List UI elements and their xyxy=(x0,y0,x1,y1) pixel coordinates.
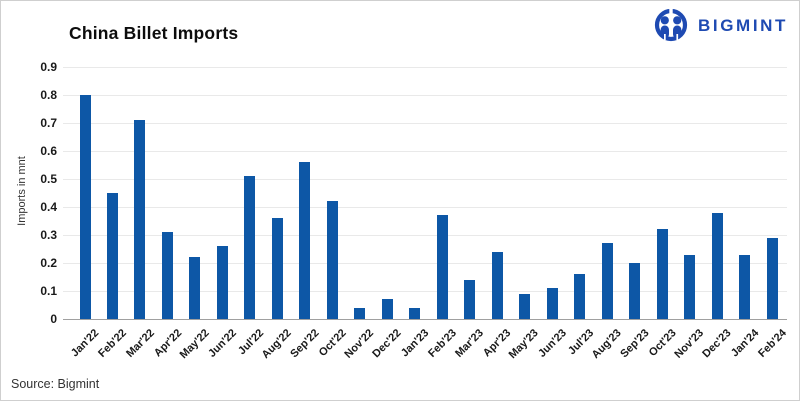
gridline-0.9 xyxy=(63,67,787,68)
y-tick-0.7: 0.7 xyxy=(40,116,57,130)
gridline-0.8 xyxy=(63,95,787,96)
bar-jul-22 xyxy=(244,176,256,319)
bar-jun-23 xyxy=(546,288,558,319)
gridline-0.6 xyxy=(63,151,787,152)
gridline-0.4 xyxy=(63,207,787,208)
x-tick-jan-23: Jan'23 xyxy=(398,327,432,360)
x-tick-dec-22: Dec'22 xyxy=(370,327,404,361)
gridline-0.7 xyxy=(63,123,787,124)
bar-nov-23 xyxy=(684,255,696,319)
y-tick-0.8: 0.8 xyxy=(40,88,57,102)
bar-sep-22 xyxy=(299,162,311,319)
chart-title: China Billet Imports xyxy=(69,23,239,43)
bar-jan-24 xyxy=(739,255,751,319)
gridline-0.3 xyxy=(63,235,787,236)
x-tick-aug-23: Aug'23 xyxy=(589,327,624,362)
bar-feb-22 xyxy=(106,193,118,319)
x-axis-line xyxy=(63,319,787,320)
gridline-0.5 xyxy=(63,179,787,180)
x-tick-nov-22: Nov'22 xyxy=(342,327,377,361)
bar-feb-23 xyxy=(436,215,448,319)
x-tick-sep-22: Sep'22 xyxy=(288,327,322,361)
bar-jan-22 xyxy=(79,95,91,319)
x-tick-feb-24: Feb'24 xyxy=(755,327,789,360)
bar-oct-23 xyxy=(656,229,668,319)
bigmint-logo: BIGMINT xyxy=(653,8,788,44)
x-tick-sep-23: Sep'23 xyxy=(617,327,652,361)
x-tick-jun-23: Jun'23 xyxy=(535,327,569,360)
y-tick-0.6: 0.6 xyxy=(40,144,57,158)
bar-dec-22 xyxy=(381,299,393,319)
x-tick-may-23: May'23 xyxy=(507,327,542,362)
y-tick-0: 0 xyxy=(50,312,57,326)
x-tick-aug-22: Aug'22 xyxy=(259,327,294,362)
bar-nov-22 xyxy=(354,308,366,319)
x-tick-mar-22: Mar'22 xyxy=(123,327,157,360)
bar-jan-23 xyxy=(409,308,421,319)
bar-jun-22 xyxy=(216,246,228,319)
bar-jul-23 xyxy=(574,274,586,319)
x-tick-nov-23: Nov'23 xyxy=(672,327,707,361)
x-tick-dec-23: Dec'23 xyxy=(700,327,734,361)
bar-mar-22 xyxy=(134,120,146,319)
bar-oct-22 xyxy=(326,201,338,319)
bigmint-people-icon xyxy=(654,8,688,42)
bar-dec-23 xyxy=(711,213,723,319)
bar-sep-23 xyxy=(629,263,641,319)
x-tick-jan-24: Jan'24 xyxy=(728,327,762,360)
bar-aug-22 xyxy=(271,218,283,319)
source-note: Source: Bigmint xyxy=(11,377,100,391)
gridline-0.2 xyxy=(63,263,787,264)
x-tick-feb-22: Feb'22 xyxy=(96,327,129,360)
y-tick-0.9: 0.9 xyxy=(40,60,57,74)
bar-apr-22 xyxy=(161,232,173,319)
x-tick-mar-23: Mar'23 xyxy=(453,327,487,360)
x-tick-may-22: May'22 xyxy=(177,327,212,362)
bar-aug-23 xyxy=(601,243,613,319)
bar-apr-23 xyxy=(491,252,503,319)
y-tick-0.4: 0.4 xyxy=(40,200,57,214)
x-tick-feb-23: Feb'23 xyxy=(425,327,459,360)
y-tick-0.5: 0.5 xyxy=(40,172,57,186)
gridline-0.1 xyxy=(63,291,787,292)
bigmint-logo-text: BIGMINT xyxy=(698,16,788,35)
y-axis-title: Imports in mnt xyxy=(16,156,28,226)
y-tick-0.3: 0.3 xyxy=(40,228,57,242)
bar-feb-24 xyxy=(766,238,778,319)
x-tick-jun-22: Jun'22 xyxy=(206,327,239,360)
bar-may-23 xyxy=(519,294,531,319)
y-tick-0.2: 0.2 xyxy=(40,256,57,270)
y-tick-0.1: 0.1 xyxy=(40,284,57,298)
bar-may-22 xyxy=(189,257,201,319)
x-tick-jan-22: Jan'22 xyxy=(69,327,102,360)
bar-mar-23 xyxy=(464,280,476,319)
